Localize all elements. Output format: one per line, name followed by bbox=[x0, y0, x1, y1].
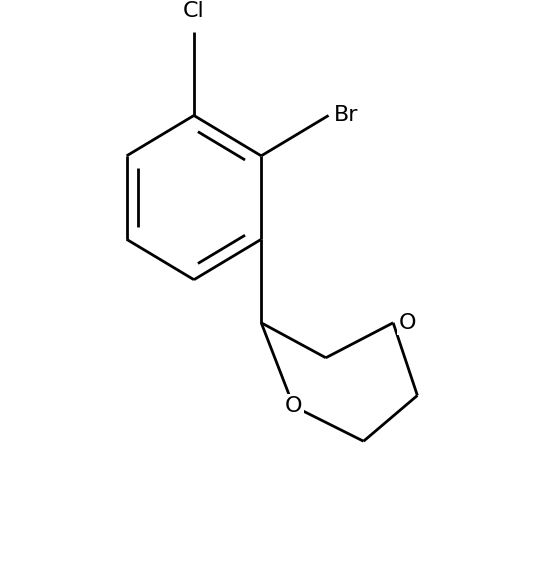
Text: O: O bbox=[285, 396, 302, 416]
Text: Br: Br bbox=[334, 105, 358, 125]
Text: O: O bbox=[399, 313, 416, 333]
Text: Cl: Cl bbox=[183, 1, 205, 21]
